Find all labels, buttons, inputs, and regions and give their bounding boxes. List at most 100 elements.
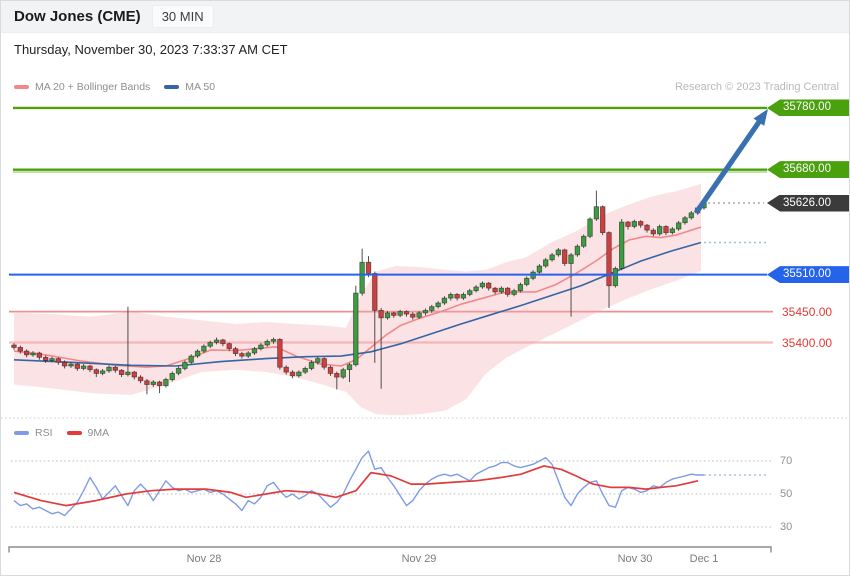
candle [536,265,543,273]
candle [498,287,505,293]
x-axis-label: Nov 29 [401,553,437,565]
candle [302,367,308,373]
rsi-legend-label: RSI [35,427,53,439]
rsi-tick-label: 70 [780,455,793,467]
candle [30,352,36,356]
candle [334,372,340,378]
candle [17,346,23,352]
nine-ma-legend-label: 9MA [87,427,110,439]
candle [118,369,125,375]
resistance-price-tag: 35780.00 [767,99,849,117]
candle [543,259,549,267]
candle [441,297,448,304]
candle [239,353,245,357]
candle [410,313,416,318]
candle [676,222,682,230]
candle [36,352,42,358]
candle [593,206,600,220]
candle [61,361,68,367]
candle [422,309,429,314]
candle [638,221,644,226]
chart-datetime: Thursday, November 30, 2023 7:33:37 AM C… [14,42,288,57]
candle [448,293,454,299]
x-axis-label: Nov 30 [617,553,653,565]
support-price-label: 35400.00 [782,335,833,350]
candle [125,371,131,376]
title-bar: Dow Jones (CME) 30 MIN [1,1,849,33]
candle [492,287,498,293]
candle [549,254,555,261]
candle [23,350,30,356]
legend-ma20-bollinger: MA 20 + Bollinger Bands [14,81,150,93]
candle [460,293,467,299]
candle [232,348,239,355]
candle [631,221,637,227]
candle [359,261,365,294]
ma50-legend-label: MA 50 [185,81,216,93]
pivot-price-tag: 35510.00 [767,266,849,284]
candle [663,226,669,234]
candle [283,366,289,373]
candle [511,290,517,295]
ma50-swatch-icon [164,85,180,89]
support-price-label: 35450.00 [782,304,833,319]
candle [264,340,270,346]
candle [562,249,568,264]
candle [220,339,226,345]
candle [378,309,384,319]
x-axis-label: Dec 1 [689,553,719,565]
candle [80,365,87,369]
research-credit: Research © 2023 Trading Central [674,81,839,93]
rsi-line [13,450,704,517]
candle [55,358,61,363]
candle [688,212,694,219]
bollinger-band-area [14,183,701,416]
candle [270,338,277,342]
candle [372,272,378,311]
candle [296,371,302,377]
candle [93,369,99,374]
main-chart-legend: MA 20 + Bollinger Bands MA 50 [14,81,215,93]
rsi-9ma-line [13,465,699,507]
candle [169,372,175,380]
ma20-swatch-icon [14,85,29,89]
candle [340,369,346,378]
candle [258,344,264,350]
candle [74,363,80,369]
candle [403,311,410,315]
candle [131,371,137,378]
candle [606,232,612,287]
candle [112,366,118,371]
candle [346,364,353,371]
candle [682,217,688,224]
candle [568,254,574,264]
candle [365,261,372,274]
candle [308,361,315,369]
candle [163,379,169,387]
candle [353,292,359,366]
candle [321,358,327,368]
candle [429,306,435,311]
candle [473,286,479,292]
candle [137,376,144,382]
candle [156,381,163,387]
rsi-swatch-icon [14,431,29,435]
candle [391,312,397,316]
candle [327,366,334,374]
candle [517,284,524,292]
candle [669,228,675,233]
candle [504,287,511,295]
legend-ma50: MA 50 [164,81,215,93]
candle [49,358,55,361]
candle [479,282,486,288]
candle [207,342,213,347]
last-price-tag: 35626.00 [767,194,849,212]
candle [524,277,530,285]
bullish-arrow-head [753,109,768,126]
candle [194,350,201,357]
candle [384,312,391,319]
candle [144,380,150,385]
